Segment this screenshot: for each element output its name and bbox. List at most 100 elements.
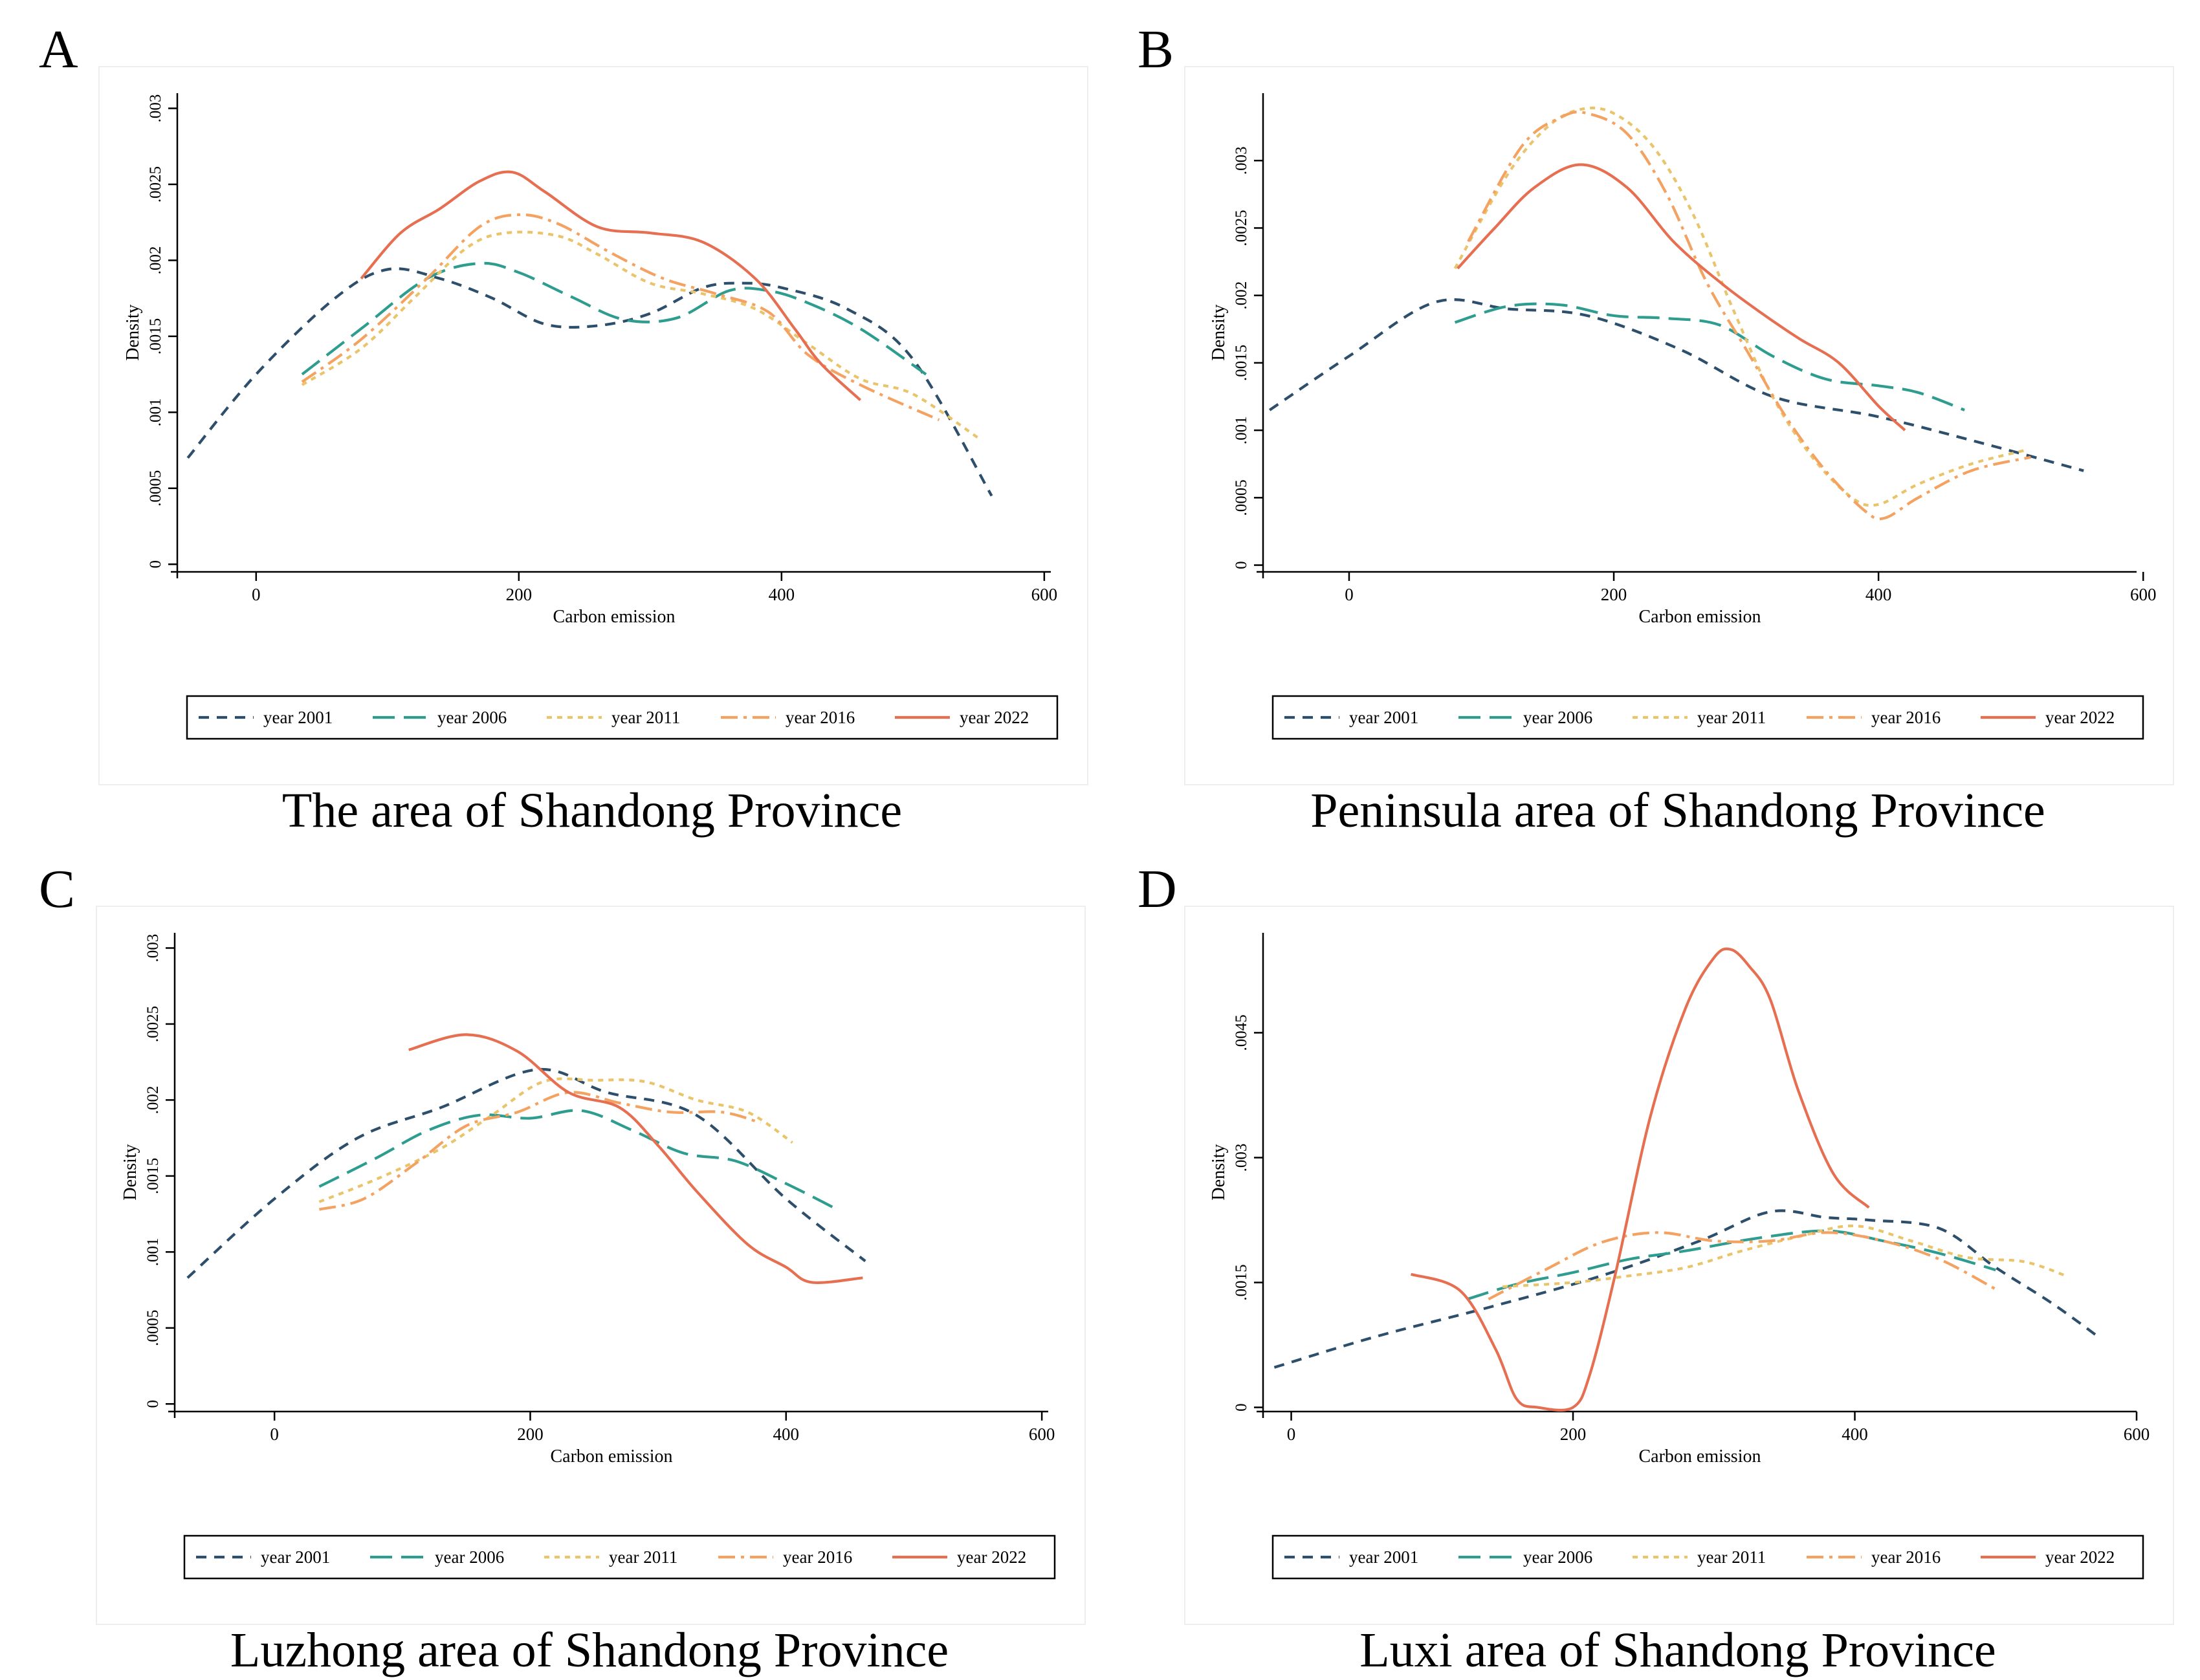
- x-axis-title: Carbon emission: [553, 607, 676, 627]
- x-tick-label: 600: [1031, 585, 1058, 604]
- y-tick-label: .002: [1233, 281, 1250, 310]
- x-axis-title: Carbon emission: [551, 1446, 673, 1467]
- y-axis-title: Density: [1209, 1144, 1229, 1200]
- y-tick-label: .0045: [1233, 1014, 1250, 1051]
- series-line-year2022: [408, 1033, 863, 1284]
- x-tick-label: 0: [1287, 1424, 1296, 1444]
- x-tick-label: 200: [517, 1424, 544, 1444]
- x-tick-label: 0: [252, 585, 261, 604]
- panel-caption: The area of Shandong Province: [281, 783, 903, 838]
- y-tick-label: .001: [144, 1238, 162, 1266]
- series-line-year2001: [1273, 1209, 2102, 1369]
- y-tick-label: .0005: [147, 470, 164, 507]
- legend-label-year2016: year 2016: [1871, 1547, 1941, 1567]
- x-tick-label: 400: [1865, 585, 1892, 604]
- panel-letter: A: [39, 19, 78, 80]
- legend-label-year2022: year 2022: [957, 1547, 1026, 1567]
- density-chart-d: 0 .0015 .003 .0045 0 200 400 600 Carbon emission…: [1209, 933, 2150, 1580]
- series-line-year2011: [301, 230, 980, 440]
- y-tick-label: .002: [144, 1086, 162, 1115]
- y-tick-label: .003: [1233, 1144, 1250, 1172]
- x-tick-label: 200: [1560, 1424, 1587, 1444]
- y-tick-label: 0: [147, 560, 164, 569]
- y-tick-label: .003: [1233, 146, 1250, 175]
- series-line-year2006: [301, 261, 927, 376]
- y-tick-label: .0025: [147, 166, 164, 202]
- panel-letter: C: [39, 859, 76, 919]
- chart-frame: 0 .0015 .003 .0045 0 200 400 600 Carbon emission…: [1184, 906, 2174, 1625]
- legend-label-year2011: year 2011: [609, 1547, 677, 1567]
- density-chart-a: 0 .0005 .001 .0015 .002 .0025 .003 0 200 400 600 Ca…: [123, 93, 1059, 740]
- series-line-year2006: [1454, 302, 1965, 411]
- y-tick-label: .0015: [144, 1158, 162, 1194]
- legend-label-year2006: year 2006: [1523, 1547, 1592, 1567]
- density-chart-b: 0 .0005 .001 .0015 .002 .0025 .003 0 200 400 600 Ca…: [1209, 93, 2157, 740]
- x-axis-title: Carbon emission: [1639, 607, 1761, 627]
- y-axis-title: Density: [120, 1144, 140, 1200]
- series-line-year2006: [1467, 1229, 1996, 1301]
- y-tick-label: .0005: [1233, 479, 1250, 516]
- legend-label-year2011: year 2011: [1697, 708, 1766, 727]
- series-line-year2011: [318, 1077, 793, 1203]
- series-line-year2022: [1410, 947, 1870, 1412]
- x-tick-label: 200: [506, 585, 533, 604]
- legend-label-year2022: year 2022: [2045, 1547, 2115, 1567]
- y-tick-label: .0005: [144, 1310, 162, 1346]
- x-tick-label: 600: [2124, 1424, 2150, 1444]
- y-tick-label: 0: [1233, 1403, 1250, 1412]
- x-tick-label: 400: [1842, 1424, 1868, 1444]
- chart-frame: 0 .0005 .001 .0015 .002 .0025 .003 0 200 400 600 Ca…: [96, 906, 1086, 1625]
- y-tick-label: .003: [144, 934, 162, 963]
- legend-label-year2001: year 2001: [261, 1547, 330, 1567]
- legend-label-year2016: year 2016: [783, 1547, 852, 1567]
- panel-caption: Luzhong area of Shandong Province: [230, 1623, 949, 1677]
- series-line-year2016: [318, 1091, 761, 1211]
- x-tick-label: 600: [2130, 585, 2157, 604]
- panel-letter: D: [1138, 859, 1177, 919]
- legend-label-year2011: year 2011: [611, 708, 680, 727]
- series-line-year2001: [186, 267, 993, 497]
- y-tick-label: .001: [1233, 416, 1250, 444]
- series-line-year2001: [1269, 298, 2084, 472]
- y-tick-label: .002: [147, 246, 164, 275]
- x-tick-label: 400: [769, 585, 795, 604]
- series-line-year2006: [318, 1109, 838, 1211]
- panel-a: A 0 .0005 .001 .0015 .002 .0025 .003 0 200 400 600…: [0, 0, 1100, 840]
- x-tick-label: 0: [270, 1424, 279, 1444]
- panel-d: D 0 .0015 .003 .0045 0 200 400 600 Carbon emissi…: [1100, 840, 2200, 1680]
- y-tick-label: .0025: [1233, 210, 1250, 246]
- x-tick-label: 0: [1345, 585, 1354, 604]
- x-axis-title: Carbon emission: [1639, 1446, 1761, 1467]
- y-tick-label: .0015: [147, 318, 164, 355]
- panel-b: B 0 .0005 .001 .0015 .002 .0025 .003 0 200 400 600…: [1100, 0, 2200, 840]
- series-line-year2022: [360, 170, 862, 402]
- y-axis-title: Density: [123, 304, 143, 360]
- legend-label-year2006: year 2006: [1523, 708, 1592, 727]
- y-axis-title: Density: [1209, 304, 1229, 360]
- legend-label-year2001: year 2001: [1349, 1547, 1418, 1567]
- legend-label-year2001: year 2001: [1349, 708, 1418, 727]
- legend-label-year2001: year 2001: [263, 708, 333, 727]
- x-tick-label: 600: [1029, 1424, 1055, 1444]
- y-tick-label: .0015: [1233, 345, 1250, 381]
- chart-frame: 0 .0005 .001 .0015 .002 .0025 .003 0 200 400 600 Ca…: [98, 66, 1088, 785]
- legend-label-year2016: year 2016: [786, 708, 855, 727]
- series-line-year2016: [301, 213, 940, 422]
- y-tick-label: 0: [144, 1400, 162, 1408]
- series-line-year2016: [1488, 1231, 1997, 1301]
- legend-label-year2006: year 2006: [437, 708, 507, 727]
- panel-caption: Peninsula area of Shandong Province: [1310, 783, 2045, 838]
- y-tick-label: .0025: [144, 1006, 162, 1042]
- panel-c: C 0 .0005 .001 .0015 .002 .0025 .003 0 200 400 600…: [0, 840, 1100, 1680]
- y-tick-label: 0: [1233, 561, 1250, 569]
- series-line-year2016: [1467, 111, 2031, 521]
- series-line-year2011: [1453, 106, 2025, 507]
- x-tick-label: 200: [1601, 585, 1627, 604]
- legend-label-year2022: year 2022: [2045, 708, 2115, 727]
- series-line-year2022: [1457, 163, 1906, 431]
- legend-label-year2006: year 2006: [435, 1547, 504, 1567]
- panel-caption: Luxi area of Shandong Province: [1359, 1623, 1996, 1677]
- legend-label-year2011: year 2011: [1697, 1547, 1766, 1567]
- panel-letter: B: [1138, 19, 1174, 80]
- y-tick-label: .001: [147, 398, 164, 426]
